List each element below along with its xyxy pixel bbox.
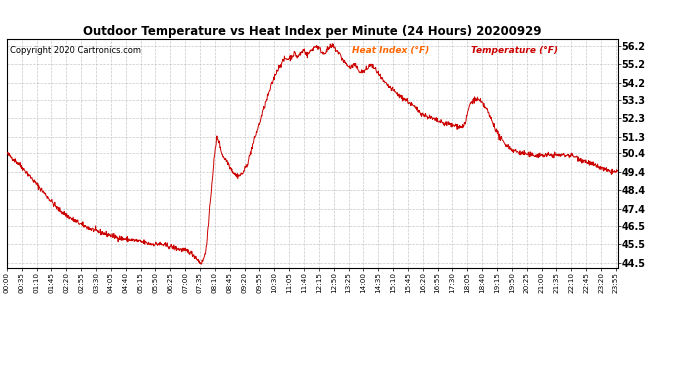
Text: Temperature (°F): Temperature (°F): [471, 46, 558, 55]
Text: Heat Index (°F): Heat Index (°F): [352, 46, 429, 55]
Text: Copyright 2020 Cartronics.com: Copyright 2020 Cartronics.com: [10, 46, 141, 55]
Title: Outdoor Temperature vs Heat Index per Minute (24 Hours) 20200929: Outdoor Temperature vs Heat Index per Mi…: [83, 25, 542, 38]
